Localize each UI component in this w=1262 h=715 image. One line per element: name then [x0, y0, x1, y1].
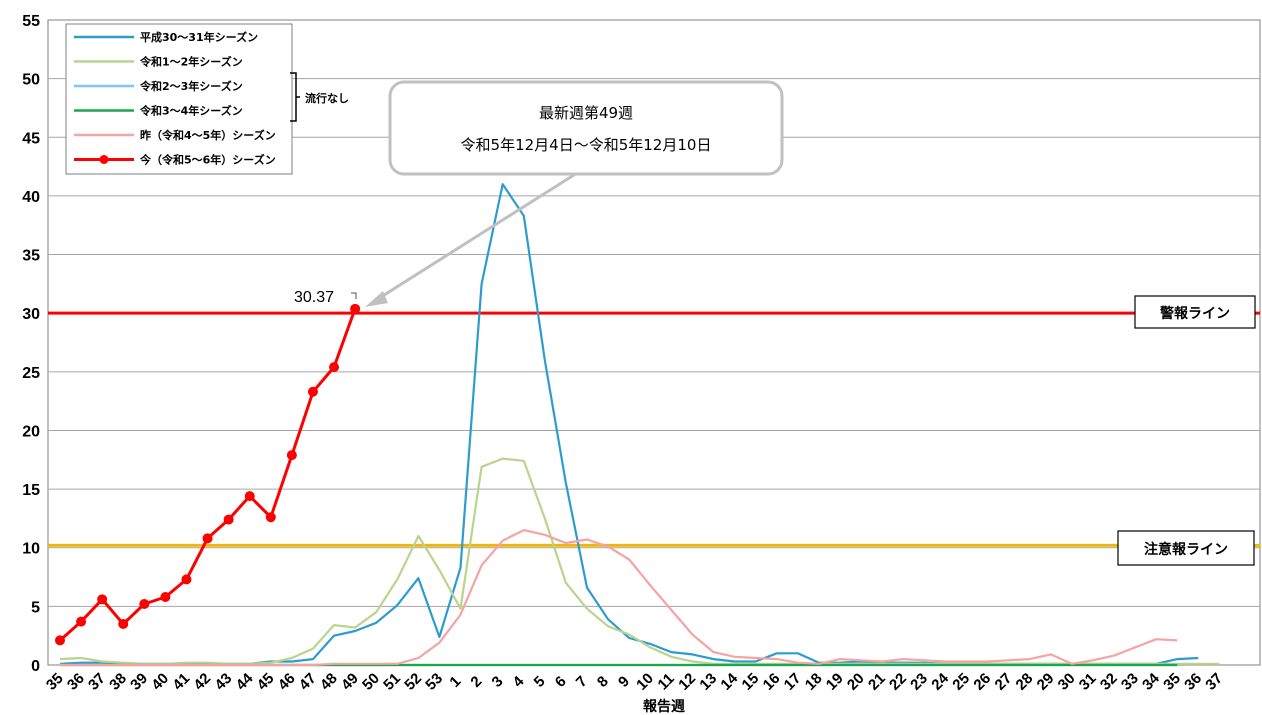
- series-point: [202, 533, 213, 544]
- legend: 平成30～31年シーズン令和1～2年シーズン令和2～3年シーズン令和3～4年シー…: [65, 23, 349, 175]
- callout-week: 最新週第49週: [539, 104, 633, 122]
- advisory-line-tag: 注意報ライン: [1117, 530, 1255, 566]
- y-tick-label: 0: [31, 658, 40, 675]
- y-tick-label: 40: [22, 189, 40, 206]
- series-point: [118, 618, 129, 629]
- y-tick-label: 30: [22, 306, 40, 323]
- y-tick-label: 15: [22, 482, 40, 499]
- series-point: [244, 491, 255, 502]
- legend-label: 令和2～3年シーズン: [139, 79, 243, 93]
- legend-marker: [99, 155, 109, 164]
- threshold-lines: [48, 311, 1260, 547]
- series-line: [60, 528, 1178, 667]
- legend-label: 平成30～31年シーズン: [140, 30, 258, 44]
- latest-value-bracket: [351, 292, 357, 299]
- y-tick-label: 45: [22, 130, 40, 147]
- y-tick-label: 20: [22, 423, 40, 440]
- x-tick-label: 53: [422, 670, 446, 694]
- latest-week-callout: 最新週第49週 令和5年12月4日～令和5年12月10日: [365, 80, 784, 307]
- y-tick-label: 10: [22, 541, 40, 558]
- x-tick-label: 6: [552, 673, 570, 691]
- series-point: [350, 303, 361, 314]
- legend-group-brace: [290, 72, 300, 122]
- x-axis-label: 報告週: [643, 698, 685, 715]
- advisory-line-label: 注意報ライン: [1144, 541, 1228, 558]
- series-point: [76, 616, 87, 627]
- x-tick-label: 10: [633, 670, 657, 694]
- legend-label: 令和1～2年シーズン: [139, 55, 243, 69]
- y-tick-label: 5: [31, 599, 40, 616]
- series-point: [55, 635, 65, 646]
- x-tick-label: 7: [573, 673, 591, 691]
- x-tick-label: 37: [1202, 670, 1226, 694]
- series-point: [286, 450, 297, 461]
- x-tick-label: 2: [467, 673, 485, 691]
- series-point: [329, 362, 340, 373]
- x-tick-label: 3: [489, 673, 507, 691]
- x-tick-label: 5: [531, 673, 549, 691]
- series-point: [97, 594, 108, 605]
- y-tick-label: 55: [22, 13, 40, 30]
- x-tick-label: 1: [446, 673, 464, 691]
- y-tick-label: 25: [22, 365, 40, 382]
- legend-label: 今（令和5～6年）シーズン: [139, 153, 276, 167]
- alarm-line-tag: 警報ライン: [1134, 295, 1256, 329]
- x-tick-label: 8: [594, 673, 612, 691]
- series-line: [59, 457, 1220, 665]
- series-point: [307, 386, 318, 397]
- series-layer: [55, 183, 1220, 667]
- series-point: [265, 512, 276, 523]
- x-tick-label: 9: [615, 673, 633, 691]
- callout-dates: 令和5年12月4日～令和5年12月10日: [461, 136, 712, 154]
- latest-value-label: 30.37: [294, 289, 334, 306]
- legend-label: 昨（令和4～5年）シーズン: [140, 128, 276, 142]
- y-tick-label: 50: [22, 72, 40, 89]
- alarm-line-label: 警報ライン: [1160, 305, 1230, 322]
- legend-label: 令和3～4年シーズン: [139, 104, 243, 118]
- legend-group-note: 流行なし: [305, 91, 349, 105]
- callout-arrow-head: [365, 291, 388, 307]
- series-point: [139, 599, 150, 610]
- y-tick-label: 35: [22, 248, 40, 265]
- series-point: [160, 591, 171, 602]
- callout-arrow-line: [372, 166, 586, 304]
- y-axis-ticks: 0 5 10 15 20 25 30 35 40 45 50 55: [22, 13, 40, 675]
- x-tick-label: 4: [510, 672, 528, 690]
- series-point: [181, 574, 192, 585]
- series-point: [223, 514, 234, 525]
